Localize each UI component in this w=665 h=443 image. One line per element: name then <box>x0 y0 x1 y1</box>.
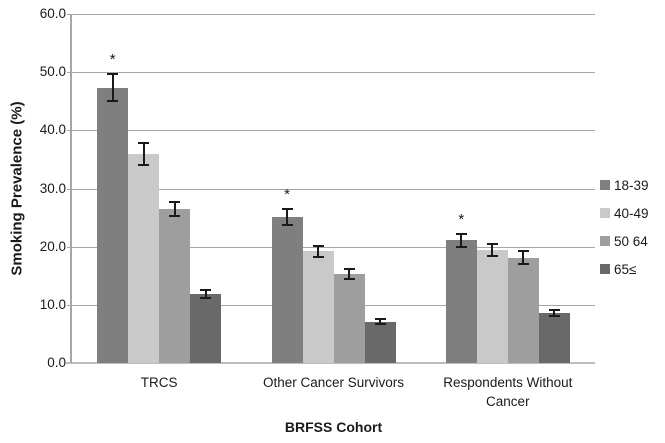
y-tick-label-20: 20.0 <box>39 238 66 254</box>
error-bar-cap-top <box>548 309 560 312</box>
x-category-label: Respondents Without Cancer <box>443 375 573 409</box>
bar <box>538 312 570 363</box>
legend-item: 65≤ <box>600 255 649 283</box>
error-bar-cap-top <box>374 318 386 321</box>
y-axis-line <box>70 14 72 363</box>
error-bar-line <box>379 319 381 325</box>
error-bar-cap-bottom <box>312 256 324 259</box>
legend-label: 40-49 <box>614 205 649 221</box>
error-bar-cap-top <box>343 267 355 270</box>
gridline-60 <box>67 14 595 15</box>
error-bar-cap-top <box>312 244 324 247</box>
legend: 18-39 40-49 50 64 65≤ <box>600 171 649 283</box>
bar <box>445 240 477 363</box>
x-axis-baseline <box>66 362 595 364</box>
error-bar-cap-bottom <box>374 323 386 326</box>
error-bar-line <box>111 74 114 102</box>
error-bar-line <box>491 244 494 256</box>
error-bar-cap-top <box>455 232 467 235</box>
legend-item: 50 64 <box>600 227 649 255</box>
error-bar-cap-top <box>486 243 498 246</box>
error-bar-cap-bottom <box>200 296 212 299</box>
significance-asterisk: * <box>109 51 116 69</box>
legend-label: 18-39 <box>614 177 649 193</box>
legend-swatch-icon <box>600 236 610 246</box>
error-bar-cap-top <box>169 200 181 203</box>
legend-swatch-icon <box>600 264 610 274</box>
bar <box>476 250 508 363</box>
x-category-label: TRCS <box>140 375 178 390</box>
x-axis-title: BRFSS Cohort <box>284 419 383 435</box>
gridline-50 <box>67 72 595 74</box>
error-bar-line <box>173 201 176 216</box>
gridline-20 <box>67 246 595 248</box>
bar <box>302 251 334 363</box>
y-tick-label-0: 0.0 <box>47 355 66 370</box>
error-bar-line <box>522 251 525 265</box>
error-bar-line <box>317 245 319 258</box>
error-bar-line <box>553 310 556 316</box>
legend-item: 40-49 <box>600 199 649 227</box>
error-bar-cap-top <box>281 207 293 210</box>
legend-label: 50 64 <box>614 233 648 249</box>
bar <box>97 87 129 363</box>
significance-asterisk: * <box>458 210 465 228</box>
error-bar-cap-bottom <box>138 164 150 167</box>
error-bar-line <box>142 143 145 166</box>
error-bar-cap-bottom <box>548 314 560 317</box>
y-tick-label-50: 50.0 <box>39 64 66 80</box>
legend-swatch-icon <box>600 180 610 190</box>
y-tick-label-60: 60.0 <box>39 6 66 21</box>
error-bar-cap-bottom <box>107 100 119 103</box>
bar <box>271 217 303 363</box>
y-tick-label-30: 30.0 <box>39 180 66 196</box>
bar <box>159 208 191 363</box>
error-bar-cap-bottom <box>169 214 181 217</box>
error-bar-cap-bottom <box>343 278 355 281</box>
error-bar-cap-top <box>107 73 119 76</box>
error-bar-cap-bottom <box>281 224 293 227</box>
error-bar-cap-top <box>200 288 212 291</box>
error-bar-line <box>460 233 463 247</box>
legend-label: 65≤ <box>614 261 637 277</box>
error-bar-line <box>204 289 207 298</box>
significance-asterisk: * <box>284 185 290 203</box>
error-bar-cap-bottom <box>455 245 467 248</box>
legend-item: 18-39 <box>600 171 649 199</box>
error-bar-line <box>348 268 350 280</box>
bar <box>364 321 396 363</box>
bar <box>507 257 539 363</box>
error-bar-cap-top <box>517 250 529 253</box>
bar <box>128 154 160 363</box>
bar <box>333 274 365 363</box>
x-category-label: Other Cancer Survivors <box>262 375 405 390</box>
legend-swatch-icon <box>600 208 610 218</box>
bar <box>190 293 222 363</box>
error-bar-line <box>286 208 288 226</box>
error-bar-cap-top <box>138 142 150 145</box>
gridline-30 <box>67 188 595 190</box>
y-tick-label-10: 10.0 <box>39 296 66 312</box>
y-tick-label-40: 40.0 <box>39 122 66 138</box>
error-bar-cap-bottom <box>517 263 529 266</box>
gridline-40 <box>67 130 595 132</box>
y-axis-title-text: Smoking Prevalence (%) <box>8 101 26 276</box>
error-bar-cap-bottom <box>486 254 498 257</box>
